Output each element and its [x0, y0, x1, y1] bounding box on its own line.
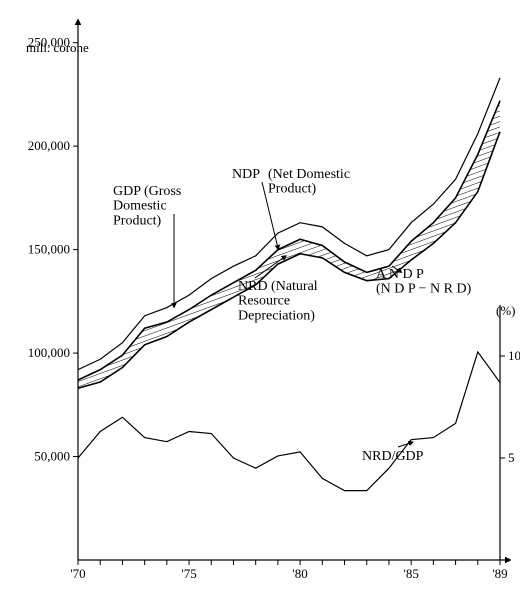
andp-annotation: A N D P — [376, 267, 424, 282]
y-left-tick-label: 100,000 — [28, 345, 70, 360]
ndp-annotation: (Net Domestic — [268, 167, 350, 182]
y-right-tick-label: 10 — [508, 348, 520, 363]
x-tick-label: '85 — [403, 566, 418, 581]
annotations: GDP (GrossDomesticProduct)NDP(Net Domest… — [113, 167, 472, 464]
economic-indicators-chart: 50,000100,000150,000200,000250,000mill. … — [0, 0, 520, 611]
gdp-annotation: GDP (Gross — [113, 184, 181, 199]
nrd-gdp-annotation: NRD/GDP — [362, 449, 424, 464]
nrd-annotation: NRD (Natural — [238, 279, 318, 294]
gdp-annotation: Domestic — [113, 199, 167, 214]
nrd-annotation: Depreciation) — [238, 308, 315, 323]
ndp-annotation: Product) — [268, 182, 317, 197]
x-tick-label: '89 — [492, 566, 507, 581]
andp-annotation: (N D P − N R D) — [376, 282, 472, 297]
y-left-tick-label: 150,000 — [28, 242, 70, 257]
x-tick-label: '75 — [181, 566, 196, 581]
x-tick-label: '70 — [70, 566, 85, 581]
y-right-title: (%) — [496, 303, 516, 318]
nrd-gdp-line — [78, 352, 500, 491]
y-left-tick-label: 50,000 — [34, 449, 70, 464]
nrd-annotation: Resource — [238, 294, 290, 309]
ndp-annotation: NDP — [232, 167, 260, 182]
x-tick-label: '80 — [292, 566, 307, 581]
gdp-annotation: Product) — [113, 213, 162, 228]
y-left-title: mill. corone — [26, 40, 89, 55]
nrd-gdp-arrow — [398, 443, 411, 447]
y-left-tick-label: 200,000 — [28, 138, 70, 153]
y-right-tick-label: 5 — [508, 450, 515, 465]
